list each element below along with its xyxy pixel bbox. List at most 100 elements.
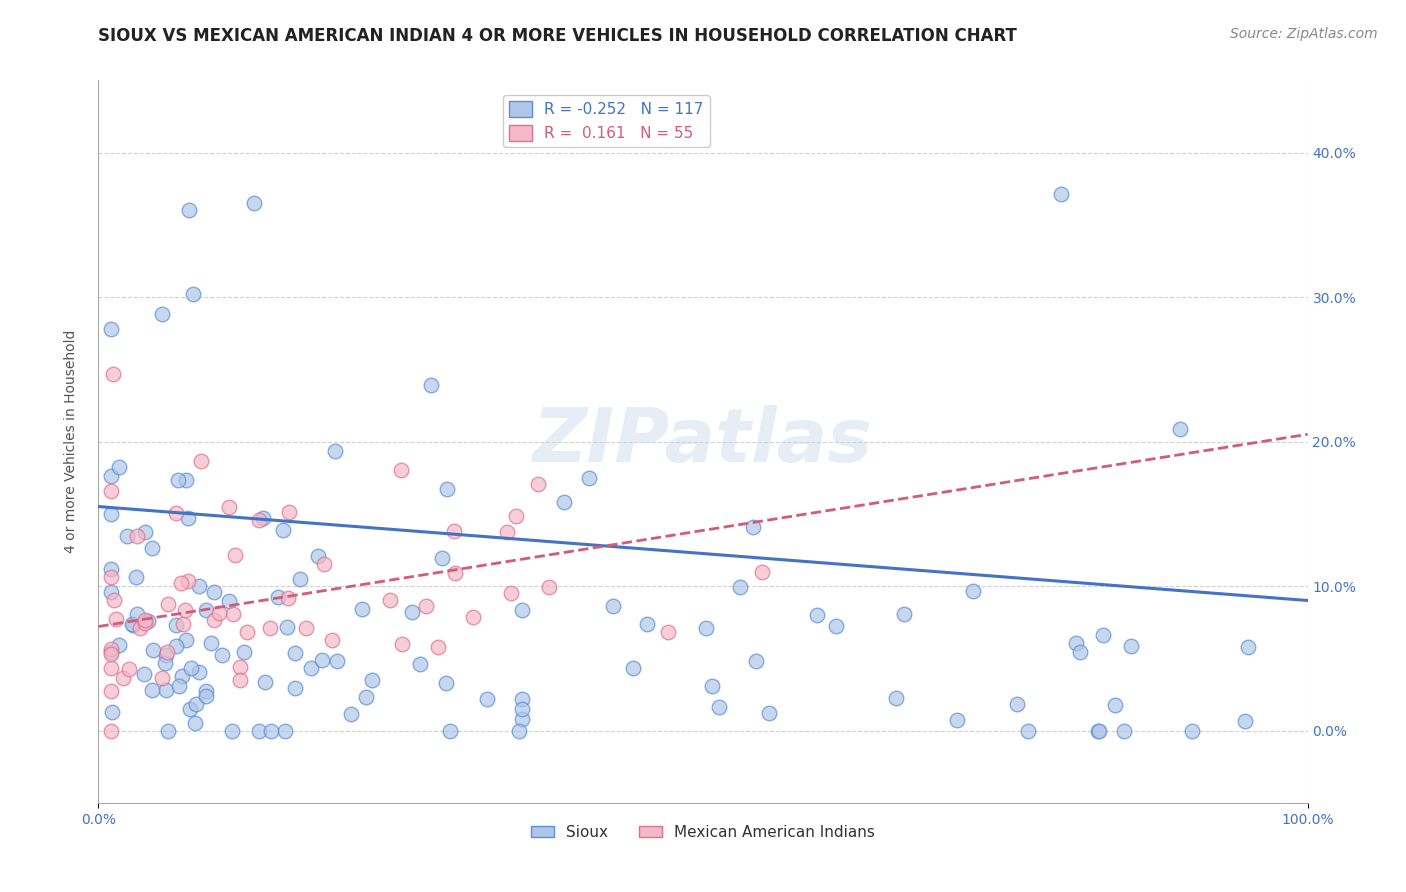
Point [254,675,277,690]
Point [224,548,246,562]
Point [636,617,658,632]
Point [127,607,149,621]
Point [174,632,197,647]
Point [100,469,122,483]
Point [100,483,122,498]
Point [173,602,195,616]
Point [202,613,225,627]
Point [283,646,305,660]
Point [354,690,377,705]
Point [165,506,187,520]
Point [1233,714,1256,728]
Point [103,367,125,381]
Point [284,681,307,696]
Point [101,706,124,720]
Point [188,665,211,679]
Point [134,614,156,628]
Point [537,580,560,594]
Point [122,617,145,632]
Point [436,483,458,497]
Point [229,673,252,687]
Point [758,706,780,720]
Point [510,712,533,726]
Point [311,653,333,667]
Point [621,661,644,675]
Point [195,689,218,703]
Point [340,707,363,722]
Point [751,565,773,579]
Point [218,594,240,608]
Point [1087,723,1109,738]
Point [155,683,177,698]
Point [167,473,190,487]
Point [444,566,467,580]
Point [211,648,233,662]
Point [391,637,413,651]
Point [295,621,318,635]
Point [100,661,122,675]
Point [136,614,159,628]
Text: Source: ZipAtlas.com: Source: ZipAtlas.com [1230,27,1378,41]
Point [1168,422,1191,436]
Point [218,500,240,515]
Point [177,203,200,218]
Point [946,714,969,728]
Point [202,585,225,599]
Point [179,702,201,716]
Point [505,508,527,523]
Point [1050,187,1073,202]
Point [243,196,266,211]
Point [602,599,624,613]
Point [657,625,679,640]
Point [893,607,915,622]
Point [709,700,731,714]
Point [527,476,550,491]
Point [326,654,349,668]
Point [156,597,179,611]
Point [125,529,148,543]
Point [288,572,311,586]
Point [436,675,458,690]
Point [170,575,193,590]
Point [510,702,533,716]
Point [100,723,122,738]
Point [825,619,848,633]
Point [108,638,131,652]
Point [420,378,443,392]
Y-axis label: 4 or more Vehicles in Household: 4 or more Vehicles in Household [63,330,77,553]
Point [142,642,165,657]
Point [415,599,437,613]
Point [129,621,152,635]
Point [172,616,194,631]
Point [100,570,122,584]
Point [1104,698,1126,712]
Point [100,642,122,657]
Point [323,444,346,458]
Point [117,529,139,543]
Point [278,505,301,519]
Point [1181,723,1204,738]
Point [1005,697,1028,711]
Point [176,511,198,525]
Point [165,640,187,654]
Point [118,662,141,676]
Point [271,523,294,537]
Point [100,562,122,576]
Point [188,579,211,593]
Point [439,723,461,738]
Point [510,691,533,706]
Point [100,322,122,336]
Point [259,621,281,635]
Point [495,525,517,540]
Point [962,583,984,598]
Point [134,524,156,539]
Point [103,593,125,607]
Point [1069,645,1091,659]
Point [153,656,176,670]
Point [260,723,283,738]
Point [100,507,122,521]
Point [427,640,450,655]
Point [167,679,190,693]
Point [141,541,163,555]
Point [401,605,423,619]
